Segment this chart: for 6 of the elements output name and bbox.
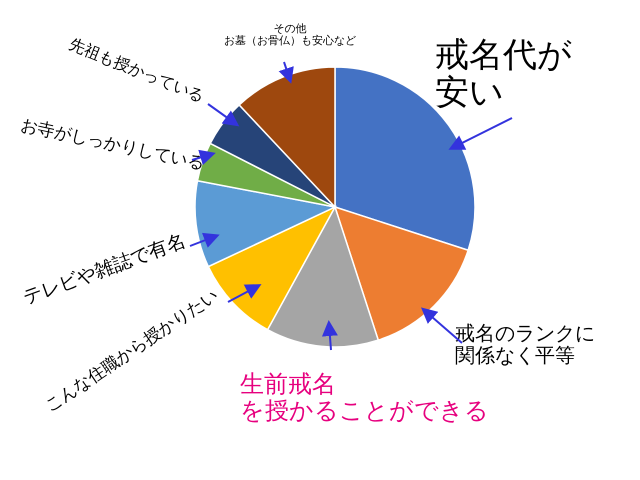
slice-label: テレビや雑誌で有名 [20,230,188,309]
slice-label: 先祖も授かっている [66,34,208,106]
slice-label: 生前戒名を授かることができる [240,370,489,424]
slice-label: 戒名のランクに関係なく平等 [455,321,595,367]
slice-label: 戒名代が安い [435,35,572,112]
slice-label: その他お墓（お骨仏）も安心など [224,22,356,48]
